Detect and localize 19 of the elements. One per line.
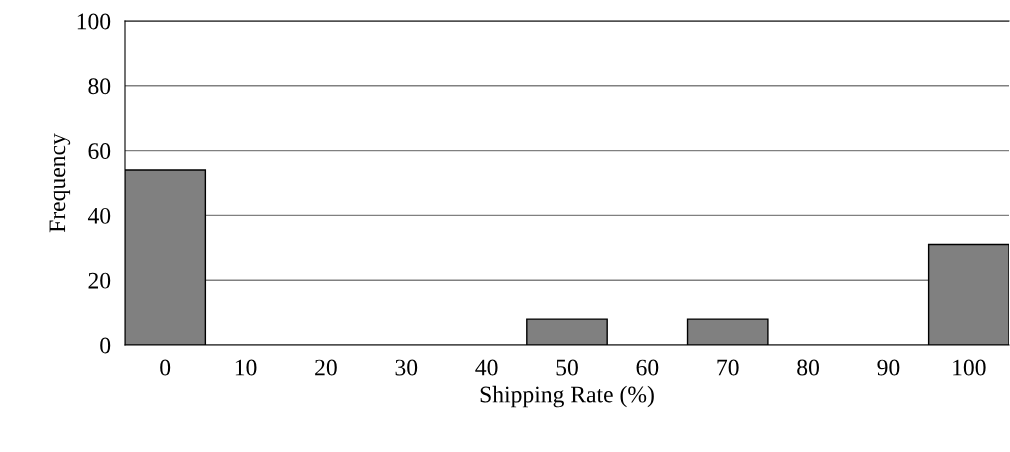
y-tick-label: 80	[88, 78, 111, 95]
x-tick-label: 80	[797, 359, 819, 376]
y-tick-label: 0	[100, 337, 111, 354]
x-tick-label: 30	[395, 359, 418, 376]
x-tick-label: 90	[877, 359, 900, 376]
y-tick-label: 40	[87, 207, 111, 224]
x-tick-label: 70	[717, 359, 739, 376]
x-tick-label: 0	[160, 359, 171, 376]
x-axis-title: Shipping Rate (%)	[480, 385, 654, 408]
y-tick-label: 60	[88, 143, 111, 160]
y-tick-label: 20	[88, 272, 111, 289]
y-tick-label: 100	[77, 13, 111, 30]
x-tick-label: 10	[235, 359, 257, 376]
x-tick-label: 40	[475, 359, 498, 376]
x-tick-label: 20	[315, 359, 337, 376]
x-tick-label: 60	[636, 359, 659, 376]
x-tick-label: 50	[556, 359, 578, 376]
x-tick-label: 100	[953, 359, 986, 376]
y-axis-title: Frequency	[49, 133, 71, 233]
